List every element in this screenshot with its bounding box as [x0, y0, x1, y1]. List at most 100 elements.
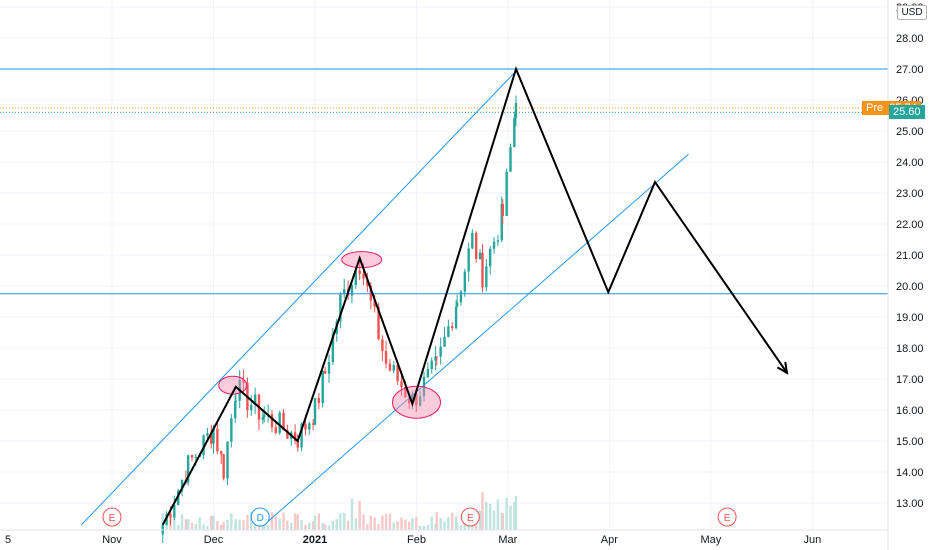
candle-body — [459, 291, 463, 303]
event-marker-label: E — [724, 513, 731, 524]
volume-bar — [165, 523, 168, 530]
candle-body — [194, 456, 198, 458]
candle-body — [418, 396, 422, 406]
candle-body — [350, 285, 354, 296]
volume-bar — [274, 516, 278, 530]
volume-bar — [321, 522, 324, 530]
candle-body — [471, 232, 474, 249]
candle-body — [488, 248, 492, 267]
volume-bar — [270, 512, 274, 530]
volume-bar — [373, 517, 376, 530]
candle-body — [467, 248, 470, 272]
time-tick-label: Dec — [204, 534, 224, 546]
volume-bar — [238, 519, 241, 530]
volume-bar — [339, 513, 342, 530]
candle-body — [304, 424, 307, 430]
volume-bar — [194, 524, 198, 530]
price-tick-label: 14.00 — [896, 467, 924, 479]
volume-bar — [327, 525, 331, 530]
volume-bar — [474, 524, 478, 530]
trend-channel-line — [81, 68, 519, 526]
volume-bar — [286, 520, 289, 530]
volume-bar — [488, 503, 492, 530]
candle-body — [206, 433, 209, 436]
volume-bar — [505, 497, 508, 530]
volume-bar — [230, 513, 233, 530]
highlight-ellipse — [341, 251, 383, 269]
candle-body — [331, 333, 335, 363]
candle-body — [404, 386, 407, 398]
candle-body — [400, 381, 403, 387]
price-tick-label: 21.00 — [896, 250, 924, 262]
volume-bars — [161, 492, 518, 530]
candle-body — [234, 401, 237, 419]
event-marker-label: E — [467, 513, 474, 524]
volume-bar — [407, 521, 411, 530]
candle-body — [186, 455, 190, 483]
candle-body — [373, 300, 376, 307]
candle-body — [327, 362, 331, 374]
candle-body — [210, 433, 213, 444]
volume-bar — [293, 513, 297, 530]
volume-bar — [234, 519, 238, 530]
price-tick-label: 15.00 — [896, 436, 924, 448]
price-tick-label: 16.00 — [896, 405, 924, 417]
time-tick-label: Nov — [102, 534, 122, 546]
candle-body — [354, 270, 358, 286]
volume-bar — [358, 509, 361, 530]
volume-bar — [443, 521, 446, 530]
price-tick-label: 18.00 — [896, 343, 924, 355]
candle-body — [222, 454, 225, 479]
candle-body — [509, 147, 512, 172]
volume-bar — [396, 521, 399, 530]
candle-body — [321, 371, 324, 404]
volume-bar — [362, 514, 365, 530]
price-tick-label: 24.00 — [896, 157, 924, 169]
volume-bar — [439, 518, 442, 530]
volume-bar — [422, 525, 426, 530]
volume-bar — [496, 499, 500, 530]
time-tick-label: May — [700, 534, 721, 546]
candle-body — [434, 356, 437, 361]
candle-body — [323, 371, 327, 374]
price-tick-label: 28.00 — [896, 33, 924, 45]
candle-body — [250, 405, 253, 411]
candle-body — [455, 302, 459, 307]
volume-bar — [455, 522, 459, 530]
volume-bar — [296, 514, 299, 530]
price-axis[interactable]: 13.00 14.00 15.00 16.00 17.00 18.00 19.00 20.00… — [887, 0, 924, 550]
candle-body — [481, 252, 484, 288]
candle-body — [286, 430, 289, 439]
volume-bar — [176, 524, 180, 530]
time-tick-label: Apr — [601, 534, 618, 546]
candle-body — [212, 428, 215, 444]
currency-label[interactable]: USD — [897, 5, 927, 20]
volume-bar — [242, 520, 245, 530]
volume-bar — [509, 505, 512, 530]
candle-body — [381, 339, 384, 352]
projected-wave-path — [161, 66, 788, 526]
volume-bar — [184, 519, 188, 530]
candle-body — [505, 171, 508, 216]
time-tick-label: Jun — [803, 534, 821, 546]
volume-bar — [246, 514, 249, 530]
price-tick-label: 19.00 — [896, 312, 924, 324]
price-tick-label: 23.00 — [896, 188, 924, 200]
time-tick-label: Feb — [407, 534, 426, 546]
candle-body — [384, 351, 388, 364]
event-marker — [460, 507, 480, 527]
candle-body — [496, 240, 500, 242]
time-axis[interactable]: 5 Nov Dec 2021 Feb Mar Apr May Jun — [0, 529, 888, 546]
volume-bar — [392, 522, 395, 530]
volume-bar — [426, 524, 430, 530]
volume-bar — [447, 517, 450, 530]
volume-bar — [513, 502, 516, 530]
volume-bar — [216, 520, 219, 530]
candle-body — [513, 117, 516, 148]
candle-body — [317, 398, 321, 404]
candle-body — [263, 414, 266, 418]
volume-bar — [226, 519, 229, 530]
candle-body — [234, 400, 238, 402]
